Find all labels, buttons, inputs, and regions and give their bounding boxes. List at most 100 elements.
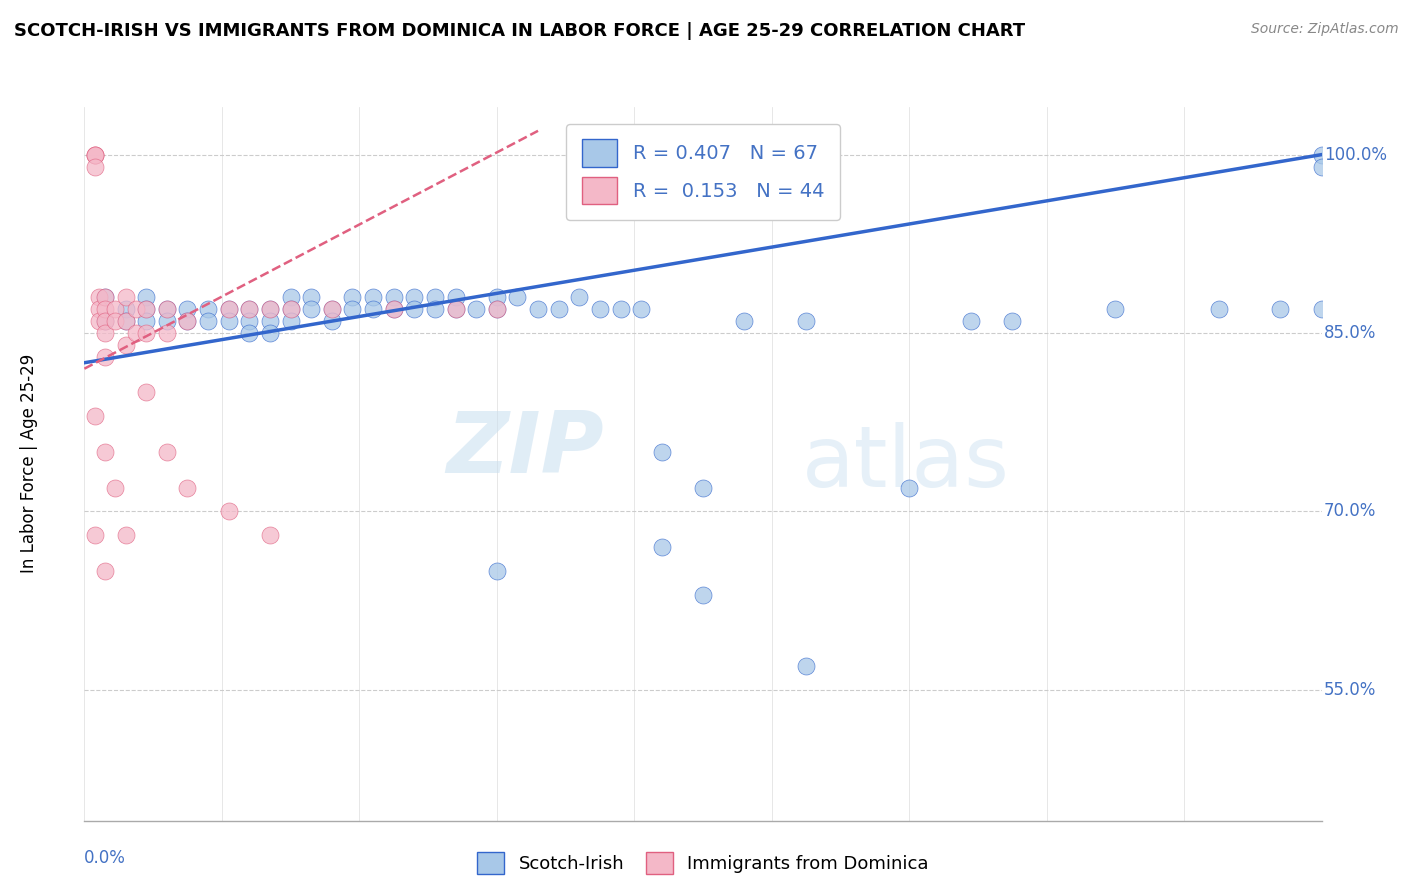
Point bbox=[382, 302, 405, 317]
Point bbox=[280, 314, 302, 328]
Text: SCOTCH-IRISH VS IMMIGRANTS FROM DOMINICA IN LABOR FORCE | AGE 25-29 CORRELATION : SCOTCH-IRISH VS IMMIGRANTS FROM DOMINICA… bbox=[14, 22, 1025, 40]
Point bbox=[135, 290, 157, 304]
Point bbox=[176, 314, 198, 328]
Point bbox=[423, 290, 446, 304]
Point bbox=[156, 302, 179, 317]
Point bbox=[342, 302, 364, 317]
Point bbox=[259, 302, 281, 317]
Point bbox=[83, 147, 105, 161]
Point bbox=[485, 290, 508, 304]
Point bbox=[238, 302, 260, 317]
Point bbox=[444, 302, 467, 317]
Point bbox=[156, 314, 179, 328]
Legend: Scotch-Irish, Immigrants from Dominica: Scotch-Irish, Immigrants from Dominica bbox=[468, 843, 938, 883]
Text: atlas: atlas bbox=[801, 422, 1010, 506]
Point bbox=[94, 302, 117, 317]
Point bbox=[114, 528, 136, 542]
Point bbox=[125, 326, 148, 340]
Point bbox=[342, 290, 364, 304]
Point bbox=[568, 290, 591, 304]
Point bbox=[651, 445, 673, 459]
Point bbox=[794, 314, 817, 328]
Point bbox=[104, 314, 127, 328]
Point bbox=[87, 314, 110, 328]
Point bbox=[197, 314, 219, 328]
Point bbox=[485, 302, 508, 317]
Point bbox=[794, 659, 817, 673]
Point bbox=[94, 326, 117, 340]
Point bbox=[83, 147, 105, 161]
Point bbox=[218, 504, 240, 518]
Point bbox=[259, 528, 281, 542]
Point bbox=[197, 302, 219, 317]
Point bbox=[114, 338, 136, 352]
Point bbox=[114, 290, 136, 304]
Point bbox=[114, 314, 136, 328]
Point bbox=[1310, 302, 1333, 317]
Point bbox=[506, 290, 529, 304]
Point bbox=[382, 302, 405, 317]
Text: 100.0%: 100.0% bbox=[1324, 145, 1388, 163]
Point bbox=[114, 314, 136, 328]
Point bbox=[176, 481, 198, 495]
Point bbox=[135, 302, 157, 317]
Point bbox=[104, 302, 127, 317]
Point bbox=[299, 290, 322, 304]
Point bbox=[1104, 302, 1126, 317]
Point bbox=[589, 302, 612, 317]
Point bbox=[1001, 314, 1024, 328]
Point bbox=[1270, 302, 1292, 317]
Point bbox=[299, 302, 322, 317]
Point bbox=[527, 302, 550, 317]
Point bbox=[83, 147, 105, 161]
Point bbox=[218, 314, 240, 328]
Point bbox=[547, 302, 569, 317]
Point bbox=[259, 314, 281, 328]
Point bbox=[321, 302, 343, 317]
Point bbox=[87, 290, 110, 304]
Point bbox=[423, 302, 446, 317]
Point bbox=[114, 302, 136, 317]
Point bbox=[135, 326, 157, 340]
Point bbox=[733, 314, 755, 328]
Point bbox=[94, 290, 117, 304]
Point bbox=[94, 314, 117, 328]
Point bbox=[176, 302, 198, 317]
Point bbox=[321, 302, 343, 317]
Point bbox=[94, 445, 117, 459]
Point bbox=[94, 350, 117, 364]
Point bbox=[238, 302, 260, 317]
Point bbox=[218, 302, 240, 317]
Point bbox=[361, 290, 384, 304]
Point bbox=[444, 290, 467, 304]
Point bbox=[609, 302, 631, 317]
Point bbox=[692, 588, 714, 602]
Point bbox=[404, 290, 426, 304]
Point bbox=[361, 302, 384, 317]
Point bbox=[444, 302, 467, 317]
Point bbox=[465, 302, 488, 317]
Point bbox=[238, 326, 260, 340]
Point bbox=[238, 314, 260, 328]
Point bbox=[83, 160, 105, 174]
Text: 70.0%: 70.0% bbox=[1324, 502, 1376, 520]
Point bbox=[382, 290, 405, 304]
Point bbox=[94, 314, 117, 328]
Point bbox=[176, 314, 198, 328]
Point bbox=[1208, 302, 1230, 317]
Point bbox=[485, 564, 508, 578]
Point bbox=[83, 528, 105, 542]
Point bbox=[651, 540, 673, 554]
Point bbox=[156, 326, 179, 340]
Point bbox=[135, 385, 157, 400]
Point bbox=[156, 302, 179, 317]
Point bbox=[218, 302, 240, 317]
Point bbox=[135, 314, 157, 328]
Point bbox=[485, 302, 508, 317]
Text: ZIP: ZIP bbox=[446, 408, 605, 491]
Point bbox=[630, 302, 652, 317]
Point bbox=[87, 302, 110, 317]
Point bbox=[156, 445, 179, 459]
Point bbox=[1310, 160, 1333, 174]
Text: 0.0%: 0.0% bbox=[84, 849, 127, 867]
